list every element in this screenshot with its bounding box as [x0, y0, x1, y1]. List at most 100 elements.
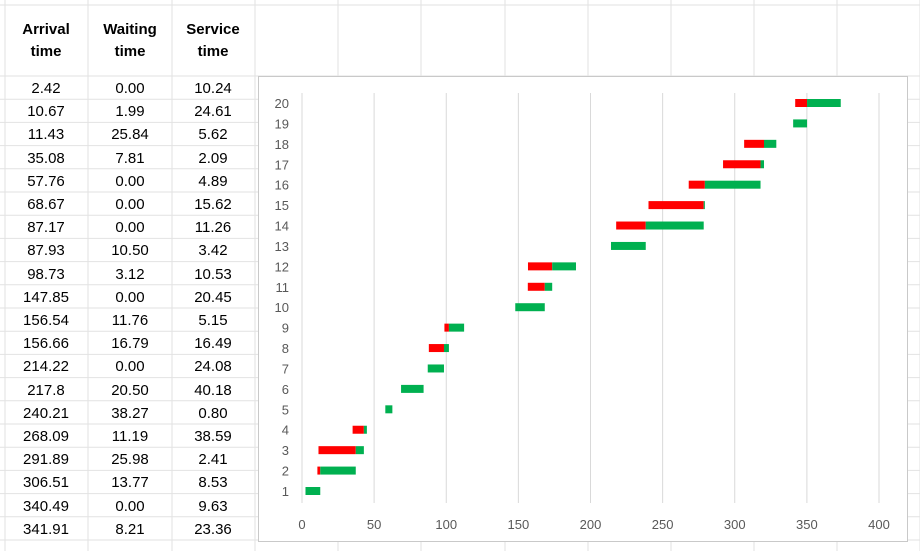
table-cell[interactable]: 340.49 — [23, 497, 69, 515]
header-line: time — [30, 43, 62, 60]
table-cell[interactable]: 25.84 — [111, 126, 149, 144]
table-cell[interactable]: 240.21 — [23, 404, 69, 422]
y-tick-label: 16 — [275, 178, 289, 193]
table-cell[interactable]: 38.59 — [194, 428, 232, 445]
y-tick-label: 20 — [275, 96, 289, 111]
table-cell[interactable]: 11.76 — [111, 312, 149, 329]
table-cell[interactable]: 156.66 — [23, 335, 69, 353]
table-cell[interactable]: 0.00 — [115, 80, 145, 97]
table-cell[interactable]: 10.53 — [194, 265, 232, 283]
table-cell[interactable]: 11.26 — [194, 219, 232, 237]
table-cell[interactable]: 268.09 — [23, 428, 69, 445]
table-cell[interactable]: 11.19 — [111, 428, 149, 445]
table-cell[interactable]: 0.00 — [115, 288, 145, 306]
waiting-bar — [723, 160, 761, 169]
table-cell[interactable]: 23.36 — [194, 520, 232, 538]
y-tick-label: 6 — [282, 382, 289, 397]
service-bar — [544, 282, 553, 291]
table-cell[interactable]: 16.49 — [194, 335, 232, 353]
table-cell[interactable]: 87.93 — [27, 242, 65, 260]
table-cell[interactable]: 20.50 — [111, 381, 149, 399]
table-cell[interactable]: 2.42 — [31, 80, 61, 97]
table-cell[interactable]: 0.00 — [115, 358, 145, 376]
table-cell[interactable]: 8.53 — [198, 474, 228, 492]
table-cell[interactable]: 0.00 — [115, 497, 145, 515]
table-cell[interactable]: 2.41 — [198, 451, 228, 469]
y-tick-label: 19 — [275, 116, 289, 131]
service-bar — [443, 344, 449, 353]
service-bar — [401, 384, 424, 393]
service-bar — [704, 180, 761, 189]
service-bar — [764, 139, 777, 148]
service-bar — [611, 241, 646, 250]
y-tick-label: 18 — [275, 137, 289, 152]
service-bar — [793, 119, 808, 128]
y-tick-label: 2 — [282, 464, 289, 479]
table-cell[interactable]: 1.99 — [115, 103, 145, 121]
x-tick-label: 50 — [367, 517, 381, 532]
table-cell[interactable]: 214.22 — [23, 358, 69, 376]
service-bar — [320, 466, 356, 475]
x-tick-label: 400 — [868, 517, 890, 532]
table-cell[interactable]: 8.21 — [115, 520, 145, 538]
header-line: Waiting — [103, 21, 157, 38]
table-cell[interactable]: 5.62 — [198, 126, 228, 144]
y-tick-label: 5 — [282, 402, 289, 417]
table-cell[interactable]: 156.54 — [23, 312, 69, 329]
y-tick-label: 12 — [275, 259, 289, 274]
waiting-bar — [527, 262, 553, 271]
table-cell[interactable]: 11.43 — [27, 126, 65, 144]
table-cell[interactable]: 98.73 — [27, 265, 65, 283]
table-cell[interactable]: 0.00 — [115, 196, 145, 213]
table-cell[interactable]: 147.85 — [23, 288, 69, 306]
table-cell[interactable]: 15.62 — [194, 196, 232, 213]
table-cell[interactable]: 40.18 — [194, 381, 232, 399]
table-cell[interactable]: 68.67 — [27, 196, 65, 213]
chart-area[interactable]: 0 50 100 150 200 250 300 350 400 1 2 3 4 5 6 7 8 9 10 11 12 1… — [258, 76, 908, 542]
table-cell[interactable]: 24.61 — [194, 103, 232, 121]
x-tick-label: 300 — [724, 517, 746, 532]
waiting-bar — [318, 446, 356, 455]
table-cell[interactable]: 16.79 — [111, 335, 149, 353]
column-header-service-time[interactable]: Service time — [172, 19, 254, 63]
table-cell[interactable]: 87.17 — [27, 219, 65, 237]
y-tick-label: 13 — [275, 239, 289, 254]
table-cell[interactable]: 10.50 — [111, 242, 149, 260]
y-tick-label: 10 — [275, 300, 289, 315]
waiting-bar — [317, 466, 321, 475]
table-cell[interactable]: 306.51 — [23, 474, 69, 492]
column-header-arrival-time[interactable]: Arrival time — [5, 19, 87, 63]
table-cell[interactable]: 3.42 — [198, 242, 228, 260]
column-header-waiting-time[interactable]: Waiting time — [88, 19, 172, 63]
header-line: time — [197, 43, 229, 60]
table-cell[interactable]: 10.24 — [194, 80, 232, 97]
y-tick-label: 11 — [276, 280, 290, 295]
table-cell[interactable]: 35.08 — [27, 149, 65, 167]
table-cell[interactable]: 20.45 — [194, 288, 232, 306]
table-cell[interactable]: 10.67 — [27, 103, 65, 121]
header-line: Service — [186, 21, 240, 38]
table-cell[interactable]: 0.00 — [115, 172, 145, 190]
table-cell[interactable]: 9.63 — [198, 497, 228, 515]
table-cell[interactable]: 7.81 — [115, 149, 145, 167]
table-cell[interactable]: 217.8 — [27, 381, 65, 399]
table-cell[interactable]: 0.80 — [198, 404, 228, 422]
table-cell[interactable]: 2.09 — [198, 149, 228, 167]
table-cell[interactable]: 25.98 — [111, 451, 149, 469]
waiting-bar — [648, 201, 704, 210]
table-cell[interactable]: 0.00 — [115, 219, 145, 237]
waiting-bar — [527, 282, 545, 291]
table-cell[interactable]: 57.76 — [27, 172, 65, 190]
table-cell[interactable]: 341.91 — [23, 520, 69, 538]
table-cell[interactable]: 38.27 — [111, 404, 149, 422]
service-bar — [645, 221, 704, 230]
table-cell[interactable]: 3.12 — [115, 265, 145, 283]
table-cell[interactable]: 24.08 — [194, 358, 232, 376]
table-cell[interactable]: 4.89 — [198, 172, 228, 190]
table-cell[interactable]: 13.77 — [111, 474, 149, 492]
service-bar — [427, 364, 444, 373]
service-bar — [703, 201, 705, 210]
x-tick-label: 200 — [580, 517, 602, 532]
table-cell[interactable]: 291.89 — [23, 451, 69, 469]
table-cell[interactable]: 5.15 — [198, 312, 228, 329]
